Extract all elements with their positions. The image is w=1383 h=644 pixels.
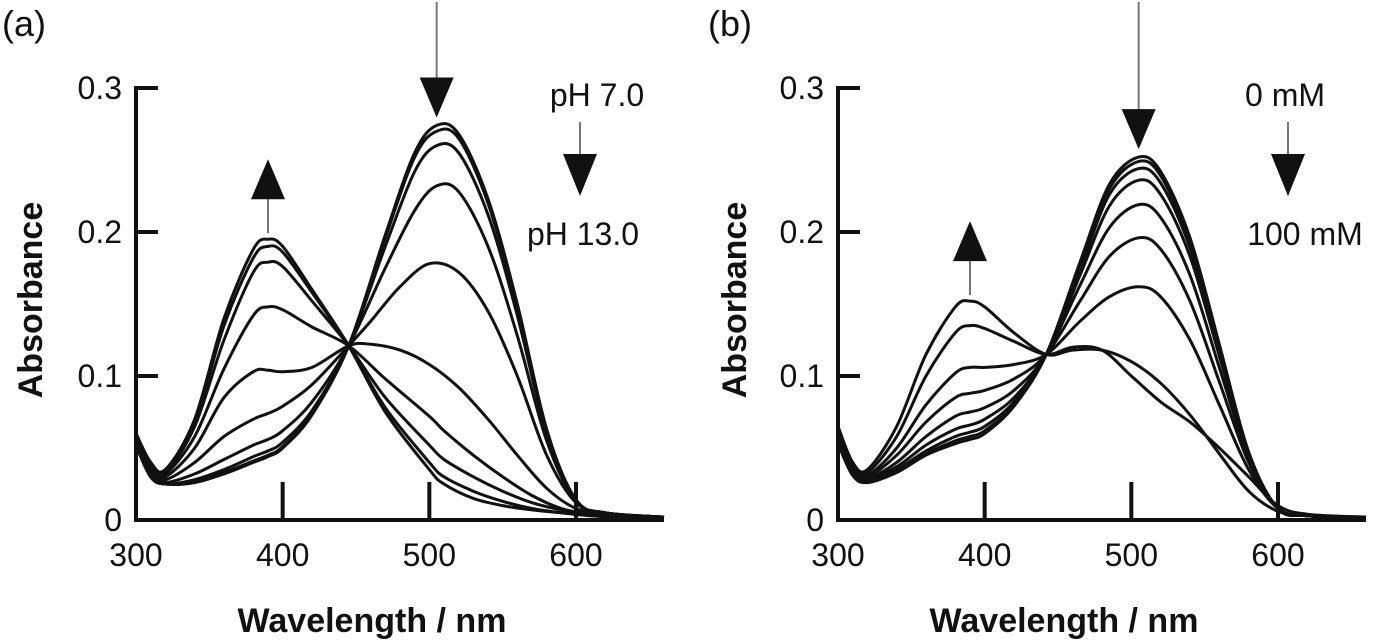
panel-a-trend-arrow-up xyxy=(251,159,285,234)
panel-a-x-axis-title: Wavelength / nm xyxy=(238,602,507,640)
panel-a-spectrum-line-4 xyxy=(134,304,665,519)
panel-a-annotation-end: pH 13.0 xyxy=(527,216,639,252)
panel-a-trend-arrow-down xyxy=(419,2,454,118)
panel-b-trend-arrow-down xyxy=(1121,2,1156,150)
panel-a-x-tick-label: 600 xyxy=(549,537,602,573)
panel-b-y-tick-label: 0 xyxy=(806,502,824,538)
panel-a-spectrum-line-7 xyxy=(134,182,665,519)
panel-a-x-tick-label: 300 xyxy=(109,537,162,573)
panel-a-y-tick-label: 0.2 xyxy=(78,214,122,250)
panel-a-label: (a) xyxy=(2,3,46,44)
panel-b-x-tick-label: 300 xyxy=(811,537,864,573)
panel-a-spectrum-line-10 xyxy=(134,122,665,519)
panel-b-annotation-end: 100 mM xyxy=(1247,216,1363,252)
panel-b-spectrum-line-8 xyxy=(836,159,1367,519)
panel-a-spectrum-line-6 xyxy=(134,261,665,519)
panel-b-y-axis-title: Absorbance xyxy=(716,202,754,399)
panel-a-y-tick-label: 0.1 xyxy=(78,358,122,394)
panel-a-x-tick-label: 400 xyxy=(256,537,309,573)
panel-b-y-tick-label: 0.1 xyxy=(780,358,824,394)
panel-b-spectrum-line-3 xyxy=(836,285,1367,519)
panel-b-trend-arrow-up xyxy=(953,221,987,296)
panel-b-x-axis-title: Wavelength / nm xyxy=(930,602,1199,640)
panel-b-x-tick-label: 600 xyxy=(1251,537,1304,573)
panel-a-x-tick-label: 500 xyxy=(403,537,456,573)
panel-a-annotation-arrow xyxy=(563,122,597,196)
panel-b-x-tick-label: 400 xyxy=(958,537,1011,573)
panel-b-annotation-start: 0 mM xyxy=(1245,77,1325,113)
panel-b-spectrum-line-2 xyxy=(836,323,1367,519)
panel-a-y-tick-label: 0 xyxy=(104,502,122,538)
panel-a-spectrum-line-2 xyxy=(134,244,665,519)
panel-b-spectrum-line-9 xyxy=(836,155,1367,519)
panel-a: (a) 0 0.1 0.2 0.3 300 400 500 600 Absorbance Wa… xyxy=(2,2,665,640)
panel-a-spectrum-line-5 xyxy=(134,341,665,519)
panel-b-y-tick-label: 0.3 xyxy=(780,70,824,106)
panel-b-y-tick-label: 0.2 xyxy=(780,214,824,250)
panel-b-spectrum-line-4 xyxy=(836,236,1367,519)
panel-b-x-tick-label: 500 xyxy=(1105,537,1158,573)
panel-b-label: (b) xyxy=(708,3,752,44)
panel-a-spectrum-line-3 xyxy=(134,259,665,519)
panel-a-y-tick-label: 0.3 xyxy=(78,70,122,106)
panel-b: (b) 0 0.1 0.2 0.3 300 400 500 600 Absorbance Wa… xyxy=(708,2,1367,640)
panel-a-annotation-start: pH 7.0 xyxy=(550,77,644,113)
panel-a-y-axis-title: Absorbance xyxy=(12,202,50,399)
panel-b-annotation-arrow xyxy=(1271,122,1305,196)
panel-b-spectrum-line-1 xyxy=(836,299,1367,519)
